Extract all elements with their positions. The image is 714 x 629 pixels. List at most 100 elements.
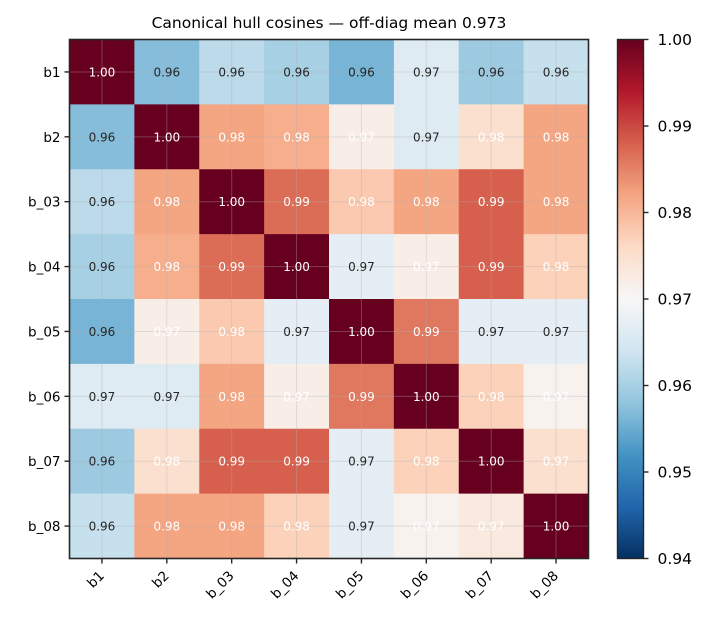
heatmap-cell — [199, 493, 265, 559]
cell-value-label: 0.98 — [478, 390, 505, 404]
cell-value-label: 1.00 — [283, 260, 310, 274]
heatmap-cell — [199, 428, 265, 495]
y-tick-label: b_06 — [28, 389, 61, 405]
cell-value-label: 0.97 — [413, 65, 440, 79]
heatmap-cell — [134, 299, 200, 365]
heatmap-cell — [69, 428, 135, 495]
heatmap-cell — [69, 39, 135, 105]
cell-value-label: 1.00 — [348, 325, 375, 339]
grid-lines — [69, 39, 589, 559]
colorbar-tick-label: 0.94 — [658, 550, 693, 568]
heatmap-cell — [458, 234, 525, 300]
cell-value-label: 0.99 — [218, 455, 245, 469]
heatmap-cell — [393, 104, 460, 170]
y-tick-label: b_05 — [28, 324, 61, 340]
cell-value-label: 1.00 — [153, 130, 180, 144]
cell-value-label: 0.98 — [543, 260, 570, 274]
x-tick-label: b_05 — [333, 568, 367, 602]
cell-value-label: 0.98 — [413, 455, 440, 469]
cell-value-label: 0.98 — [218, 130, 245, 144]
cell-value-label: 0.97 — [478, 325, 505, 339]
colorbar-gradient — [616, 38, 645, 560]
y-tick-label: b_03 — [28, 195, 61, 211]
heatmap-cell — [134, 104, 200, 170]
cell-value-label: 0.98 — [543, 130, 570, 144]
cell-value-label: 0.96 — [89, 195, 116, 209]
cell-value-label: 0.97 — [348, 455, 375, 469]
heatmap-cell — [393, 493, 460, 559]
y-axis: b1 b2 b_03 b_04 b_05 b_06 b_07 b_08 — [28, 65, 70, 535]
heatmap-cell — [264, 104, 330, 170]
cell-value-label: 0.98 — [218, 520, 245, 534]
heatmap-cell — [393, 234, 460, 300]
y-tick-label: b_08 — [28, 519, 61, 535]
heatmap-cell — [523, 169, 589, 235]
heatmap-cell — [329, 169, 395, 235]
heatmap-cell — [393, 428, 460, 495]
cell-value-label: 0.96 — [89, 325, 116, 339]
cell-value-label: 0.97 — [348, 260, 375, 274]
cell-value-label: 1.00 — [218, 195, 245, 209]
cell-value-label: 0.98 — [153, 195, 180, 209]
y-tick-label: b_07 — [28, 454, 61, 470]
cell-value-label: 0.98 — [283, 520, 310, 534]
cell-labels: 1.00 0.96 0.96 0.96 0.96 0.97 0.96 0.96 0.96 1.00… — [89, 65, 570, 533]
cell-value-label: 1.00 — [478, 455, 505, 469]
y-tick-label: b1 — [43, 65, 60, 81]
cell-value-label: 0.98 — [348, 195, 375, 209]
heatmap-cell — [393, 363, 460, 430]
colorbar-tick-label: 0.97 — [658, 291, 693, 309]
cell-value-label: 0.96 — [543, 65, 570, 79]
cell-value-label: 0.98 — [413, 195, 440, 209]
heatmap-cell — [134, 428, 200, 495]
cell-value-label: 0.97 — [413, 260, 440, 274]
heatmap-cell — [523, 234, 589, 300]
heatmap-cell — [329, 493, 395, 559]
heatmap-cell — [199, 39, 265, 105]
heatmap-cell — [458, 299, 525, 365]
heatmap-cell — [264, 299, 330, 365]
heatmap-cell — [264, 493, 330, 559]
x-tick-label: b_07 — [463, 568, 497, 602]
cell-value-label: 0.96 — [89, 260, 116, 274]
cell-value-label: 0.98 — [478, 130, 505, 144]
heatmap-cell — [199, 363, 265, 430]
cell-value-label: 0.98 — [153, 455, 180, 469]
heatmap-cell — [69, 169, 135, 235]
heatmap-cell — [458, 493, 525, 559]
cell-value-label: 0.98 — [218, 390, 245, 404]
cell-value-label: 0.99 — [283, 195, 310, 209]
heatmap-cell — [393, 169, 460, 235]
heatmap-cell — [329, 299, 395, 365]
heatmap-cell — [199, 169, 265, 235]
cell-value-label: 0.98 — [283, 130, 310, 144]
heatmap-cell — [134, 169, 200, 235]
heatmap-cell — [134, 493, 200, 559]
cell-value-label: 0.97 — [543, 390, 570, 404]
heatmap-cell — [134, 363, 200, 430]
heatmap-cell — [458, 39, 525, 105]
x-axis: b1 b2 b_03 b_04 b_05 b_06 b_07 b_08 — [84, 558, 562, 602]
heatmap-cell — [329, 363, 395, 430]
x-tick-label: b_08 — [528, 568, 562, 602]
x-tick-label: b_03 — [203, 568, 237, 602]
heatmap-cell — [264, 428, 330, 495]
heatmap-cell — [69, 234, 135, 300]
heatmap-cell — [134, 234, 200, 300]
cell-value-label: 0.96 — [478, 65, 505, 79]
cell-value-label: 0.96 — [153, 65, 180, 79]
cell-value-label: 0.97 — [543, 455, 570, 469]
heatmap-cell — [329, 104, 395, 170]
cell-value-label: 1.00 — [413, 390, 440, 404]
cell-value-label: 0.98 — [153, 260, 180, 274]
cell-value-label: 0.97 — [153, 390, 180, 404]
colorbar-tick-label: 0.96 — [658, 377, 693, 395]
cell-value-label: 0.98 — [218, 325, 245, 339]
heatmap-cell — [199, 299, 265, 365]
heatmap-cell — [199, 234, 265, 300]
x-tick-label: b_04 — [268, 568, 302, 602]
cell-value-label: 0.98 — [543, 195, 570, 209]
heatmap-cell — [523, 299, 589, 365]
heatmap-cell — [523, 39, 589, 105]
heatmap-cell — [393, 299, 460, 365]
